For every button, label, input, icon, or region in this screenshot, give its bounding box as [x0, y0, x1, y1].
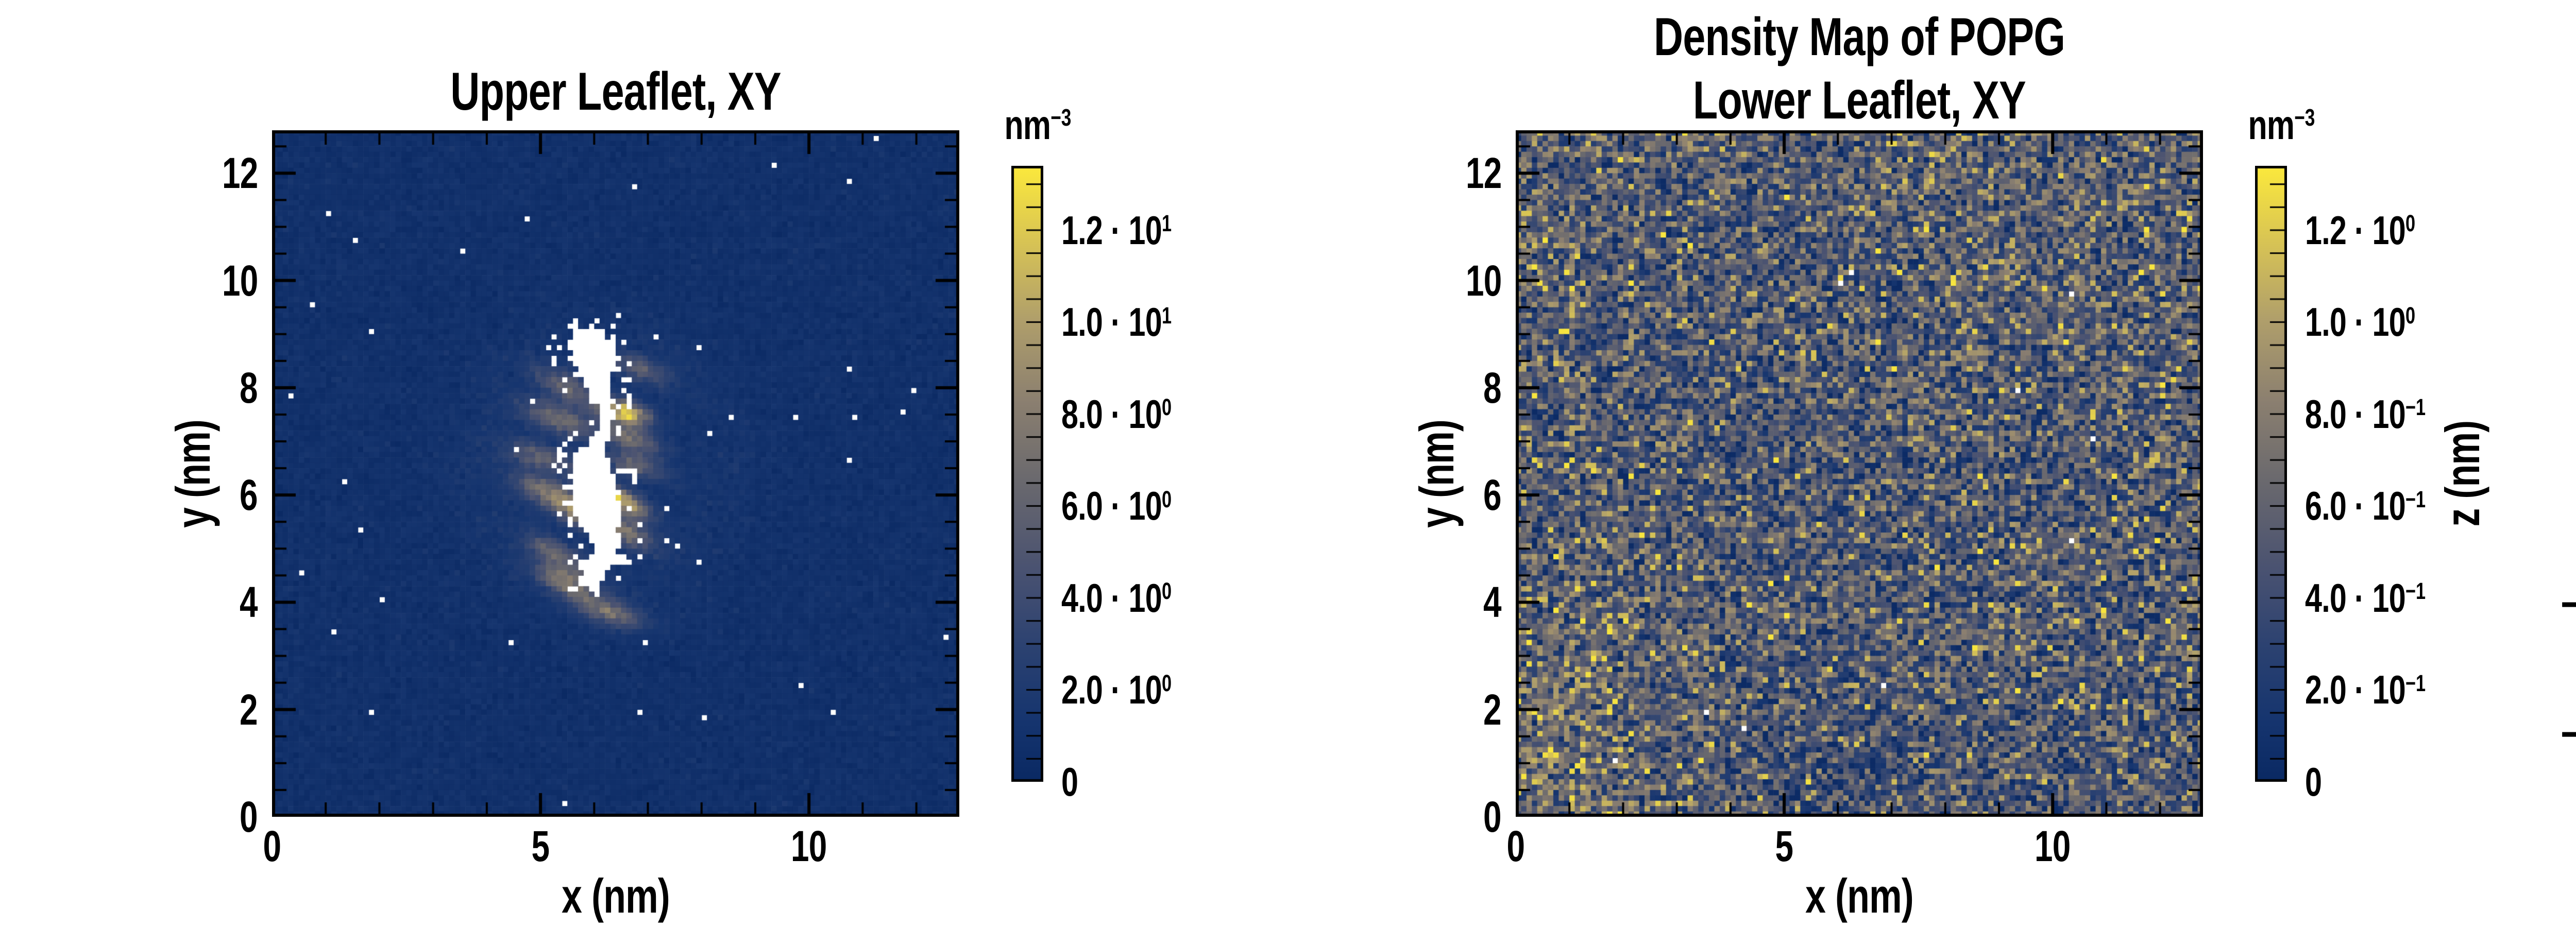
colorbar-tick-label: 6.0 · 10−1 — [2305, 483, 2426, 529]
y-tick-label: 0 — [2289, 446, 2576, 503]
y-tick-label: 4 — [2289, 186, 2576, 243]
colorbar-tick-label: 4.0 · 100 — [1061, 575, 1172, 621]
panel-upper-xlabel: x (nm) — [562, 869, 670, 923]
y-tick-label: 4 — [1483, 578, 1502, 627]
colorbar-tick-label: 2.0 · 10−1 — [2305, 667, 2426, 713]
colorbar-canvas-1 — [2255, 166, 2287, 782]
panel-lower-title: Lower Leaflet, XY — [1693, 71, 2026, 130]
x-tick-label: 5 — [1775, 822, 1794, 870]
y-tick-label: −2 — [2289, 576, 2576, 632]
y-tick-label: 0 — [1483, 793, 1502, 841]
colorbar-tick-label: 6.0 · 100 — [1061, 483, 1172, 529]
y-tick-label: 2 — [1483, 685, 1502, 734]
colorbar-unit-label: nm−3 — [1004, 102, 1071, 148]
y-tick-label: 0 — [240, 793, 258, 841]
y-tick-label: 12 — [222, 149, 258, 198]
figure-suptitle: Density Map of POPG — [1653, 7, 2065, 67]
y-tick-label: 2 — [2289, 316, 2576, 373]
y-tick-label: 4 — [240, 578, 258, 627]
x-tick-label: 10 — [791, 822, 827, 870]
colorbar-tick-label: 2.0 · 100 — [1061, 667, 1172, 713]
colorbar-tick-label: 1.2 · 101 — [1061, 207, 1172, 253]
y-tick-label: 8 — [240, 363, 258, 412]
colorbar-tick-label: 8.0 · 100 — [1061, 391, 1172, 437]
y-tick-label: 2 — [240, 685, 258, 734]
panel-upper-title: Upper Leaflet, XY — [450, 62, 781, 122]
x-tick-label: 5 — [531, 822, 550, 870]
y-tick-label: 10 — [1465, 256, 1502, 305]
x-tick-label: 0 — [1506, 822, 1526, 870]
y-tick-label: 6 — [240, 471, 258, 520]
y-tick-label: 8 — [1483, 363, 1502, 412]
y-tick-label: 12 — [1465, 149, 1502, 198]
y-tick-label: 6 — [1483, 471, 1502, 520]
x-tick-label: 0 — [263, 822, 282, 870]
colorbar-unit-label: nm−3 — [2248, 102, 2315, 148]
colorbar-tick-label: 0 — [1061, 759, 1078, 804]
colorbar-canvas-0 — [1011, 166, 1043, 782]
colorbar-tick-label: 8.0 · 10−1 — [2305, 391, 2426, 437]
colorbar-tick-label: 1.2 · 100 — [2305, 207, 2416, 253]
colorbar-tick-label: 1.0 · 101 — [1061, 299, 1172, 345]
y-tick-label: −4 — [2289, 706, 2576, 762]
heatmap-canvas-0 — [272, 130, 959, 817]
colorbar-tick-label: 4.0 · 10−1 — [2305, 575, 2426, 621]
colorbar-tick-label: 1.0 · 100 — [2305, 299, 2416, 345]
x-tick-label: 10 — [2035, 822, 2071, 870]
heatmap-canvas-1 — [1516, 130, 2203, 817]
y-tick-label: 10 — [222, 256, 258, 305]
panel-lower-xlabel: x (nm) — [1805, 869, 1914, 923]
colorbar-tick-label: 0 — [2305, 759, 2322, 804]
